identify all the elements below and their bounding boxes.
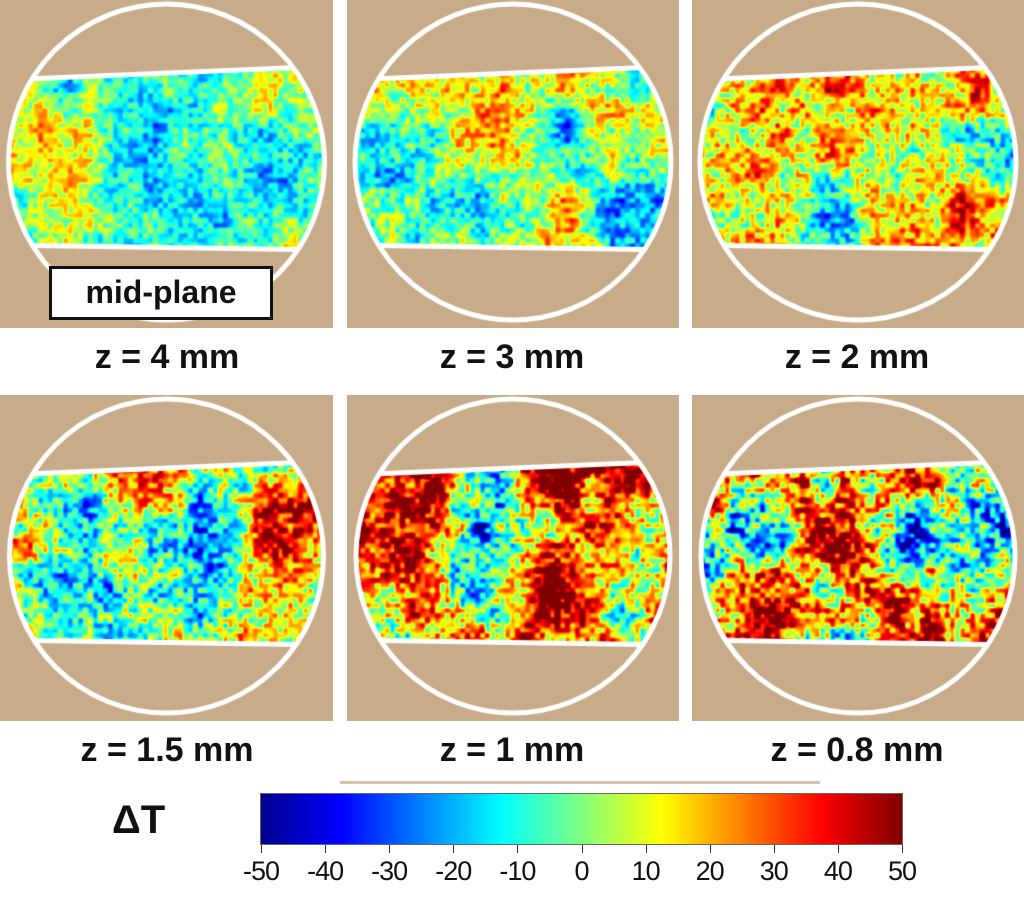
panel-z-2mm <box>692 0 1024 328</box>
mid-plane-inset-label: mid-plane <box>49 266 273 320</box>
panel-label: z = 4 mm <box>94 338 240 376</box>
colorbar-tick-mark <box>261 845 262 853</box>
colorbar-tick-mark <box>645 845 647 853</box>
panel-z-4mm: mid-plane <box>0 0 333 328</box>
panel-label: z = 0.8 mm <box>770 731 944 769</box>
colorbar-tick-label: -50 <box>242 856 280 886</box>
colorbar-tick-label: -40 <box>307 856 344 886</box>
panel-label: z = 3 mm <box>439 338 585 376</box>
panel-label: z = 2 mm <box>784 338 930 376</box>
colorbar-label: ΔT <box>112 798 166 842</box>
colorbar-tick-label: -20 <box>435 856 472 886</box>
temperature-field-z-0.8mm <box>692 395 1024 721</box>
colorbar-tick-mark <box>581 845 583 853</box>
colorbar-tick-mark <box>517 845 519 853</box>
panel-z-3mm <box>347 0 679 328</box>
colorbar-tick-mark <box>837 845 839 853</box>
colorbar-tick-label: 0 <box>574 856 589 886</box>
colorbar-tick-label: 10 <box>631 856 661 886</box>
colorbar-tick-label: 40 <box>823 856 853 886</box>
colorbar-tick-mark <box>709 845 711 853</box>
colorbar <box>260 793 903 845</box>
temperature-field-z-3mm <box>347 0 679 328</box>
colorbar-tick-label: -10 <box>499 856 536 886</box>
temperature-field-z-1mm <box>347 395 679 721</box>
colorbar-tick-mark <box>453 845 455 853</box>
panel-label: z = 1 mm <box>439 731 585 769</box>
colorbar-tick-mark <box>902 845 903 853</box>
colorbar-tick-label: 50 <box>887 856 917 886</box>
colorbar-tick-mark <box>389 845 391 853</box>
panel-z-1.5mm <box>0 395 333 721</box>
panel-z-1mm <box>347 395 679 721</box>
colorbar-tick-mark <box>325 845 327 853</box>
colorbar-tick-label: 30 <box>759 856 789 886</box>
colorbar-tick-label: 20 <box>695 856 725 886</box>
panel-z-0.8mm <box>692 395 1024 721</box>
temperature-field-z-1.5mm <box>0 395 333 721</box>
temperature-field-z-2mm <box>692 0 1024 328</box>
divider-line <box>340 781 820 784</box>
colorbar-tick-mark <box>773 845 775 853</box>
panel-label: z = 1.5 mm <box>80 731 254 769</box>
colorbar-tick-label: -30 <box>371 856 408 886</box>
